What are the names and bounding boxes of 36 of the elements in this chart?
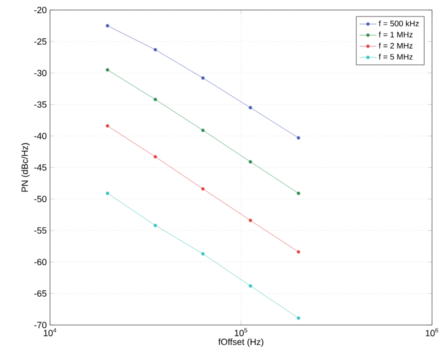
x-tick-label: 10$^{6}$	[426, 328, 438, 336]
point	[154, 155, 158, 158]
point	[106, 124, 110, 128]
y-tick-label: -45	[34, 164, 46, 171]
y-tick-label: -60	[34, 258, 46, 266]
point	[296, 250, 300, 254]
y-tick-label: -65	[34, 290, 46, 297]
point	[248, 106, 252, 110]
point	[296, 316, 300, 320]
point	[296, 192, 300, 196]
point	[154, 98, 158, 102]
x-tick-label: 10$^{4}$	[44, 328, 56, 336]
y-tick-label: -55	[34, 227, 46, 234]
point	[201, 76, 205, 80]
point	[296, 136, 300, 140]
point	[248, 218, 252, 222]
point	[201, 252, 205, 256]
point	[154, 48, 158, 52]
point	[106, 68, 110, 72]
x-tick-label: 10$^{5}$	[234, 328, 248, 336]
y-tick-label: -35	[34, 101, 46, 108]
y-tick-label: -20	[34, 6, 46, 14]
point	[106, 24, 110, 28]
point	[201, 187, 205, 191]
point	[248, 284, 252, 288]
y-tick-label: -40	[34, 132, 46, 140]
point	[154, 224, 158, 228]
x-axis-title: fOffset (Hz)	[218, 338, 264, 347]
y-tick-label: -70	[34, 322, 46, 328]
y-tick-label: -30	[34, 70, 46, 76]
point	[106, 192, 110, 196]
point	[201, 128, 205, 132]
y-tick-label: -25	[34, 38, 46, 45]
y-axis-title: PN (dBc/Hz)	[21, 143, 30, 192]
point	[248, 160, 252, 164]
y-tick-label: -50	[34, 196, 46, 202]
